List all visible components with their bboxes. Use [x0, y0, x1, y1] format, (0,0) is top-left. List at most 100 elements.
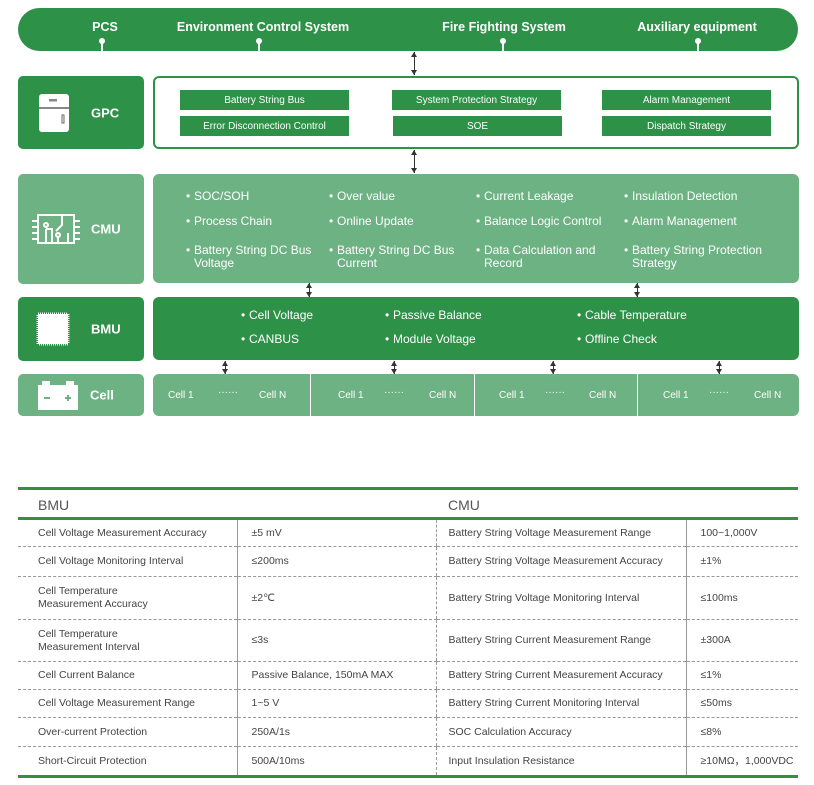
cmu-function: Online Update	[329, 215, 414, 229]
bmu-param: Cell Temperature Measurement Interval	[18, 619, 237, 662]
bmu-param: Cell Voltage Monitoring Interval	[18, 546, 237, 577]
cell-ellipsis: ······	[709, 387, 729, 398]
spec-table: BMU CMU Cell Voltage Measurement Accurac…	[18, 487, 798, 778]
bmu-value: Passive Balance, 150mA MAX	[236, 661, 436, 690]
cmu-table-header: CMU	[436, 487, 798, 520]
cmu-param: Battery String Voltage Measurement Range	[435, 518, 686, 547]
battery-icon	[38, 381, 78, 410]
gpc-function: SOE	[393, 116, 562, 136]
table-row: Cell Current Balance Passive Balance, 150…	[18, 661, 798, 690]
circuit-board-icon	[32, 214, 80, 244]
cmu-value: ±300A	[685, 619, 798, 662]
cmu-function: SOC/SOH	[186, 190, 249, 204]
cmu-param: Battery String Voltage Monitoring Interv…	[435, 576, 686, 620]
cell-first: Cell 1	[338, 390, 364, 401]
cmu-value: ±1%	[685, 546, 798, 577]
cmu-value: ≤50ms	[685, 689, 798, 718]
cell-last: Cell N	[429, 390, 457, 401]
cmu-param: Battery String Current Measurement Range	[435, 619, 686, 662]
bmu-param: Cell Current Balance	[18, 661, 237, 690]
fire-fighting-label: Fire Fighting System	[442, 20, 566, 34]
bmu-function: CANBUS	[241, 333, 299, 347]
cmu-param: Battery String Current Measurement Accur…	[435, 661, 686, 690]
bmu-function: Cell Voltage	[241, 309, 313, 323]
bmu-function: Offline Check	[577, 333, 657, 347]
cmu-function: Battery String DC Bus Current	[329, 244, 464, 270]
cmu-function: Over value	[329, 190, 395, 204]
table-row: Cell Temperature Measurement Accuracy ±2℃…	[18, 576, 798, 620]
cell-ellipsis: ······	[384, 387, 404, 398]
gpc-function: Alarm Management	[602, 90, 771, 110]
gpc-label: GPC	[91, 105, 120, 120]
bmu-function: Cable Temperature	[577, 309, 687, 323]
cell-group: Cell 1 ······ Cell N	[310, 374, 474, 416]
cmu-function: Process Chain	[186, 215, 272, 229]
cell-first: Cell 1	[663, 390, 689, 401]
cmu-function: Insulation Detection	[624, 190, 737, 204]
bmu-value: 250A/1s	[236, 717, 436, 747]
cmu-function: Battery String DC Bus Voltage	[186, 244, 321, 270]
cmu-function: Current Leakage	[476, 190, 573, 204]
table-row: Over-current Protection 250A/1s SOC Calcul…	[18, 717, 798, 747]
chip-icon	[36, 312, 70, 346]
gpc-function: Error Disconnection Control	[180, 116, 349, 136]
cell-label: Cell	[90, 387, 114, 403]
cmu-functions-panel: SOC/SOH Over value Current Leakage Insul…	[153, 174, 799, 283]
cmu-function: Battery String Protection Strategy	[624, 244, 774, 270]
bmu-param: Cell Voltage Measurement Accuracy	[18, 518, 237, 547]
pin-icon	[99, 38, 105, 51]
bidirectional-arrow-icon	[716, 361, 722, 374]
bmu-param: Cell Temperature Measurement Accuracy	[18, 576, 237, 620]
cmu-param: SOC Calculation Accuracy	[435, 717, 686, 747]
cell-group: Cell 1 ······ Cell N	[153, 374, 310, 416]
cmu-block: CMU	[18, 174, 144, 284]
environment-control-label: Environment Control System	[176, 20, 350, 34]
gpc-functions-panel	[153, 76, 799, 149]
cmu-function: Alarm Management	[624, 215, 737, 229]
bmu-value: 500A/10ms	[236, 746, 436, 778]
bmu-value: 1~5 V	[236, 689, 436, 718]
pin-icon	[256, 38, 262, 51]
table-row: Cell Voltage Monitoring Interval ≤200ms Ba…	[18, 546, 798, 577]
cmu-value: 100~1,000V	[685, 518, 798, 547]
external-systems-bar	[18, 8, 798, 51]
cell-block: Cell	[18, 374, 144, 416]
table-row: Short-Circuit Protection 500A/10ms Input I…	[18, 746, 798, 778]
cell-last: Cell N	[589, 390, 617, 401]
cmu-value: ≤8%	[685, 717, 798, 747]
cmu-param: Input Insulation Resistance	[435, 746, 686, 778]
table-row: Cell Voltage Measurement Accuracy ±5 mV Ba…	[18, 518, 798, 547]
cell-first: Cell 1	[168, 390, 194, 401]
bidirectional-arrow-icon	[306, 283, 312, 297]
bidirectional-arrow-icon	[391, 361, 397, 374]
bidirectional-arrow-icon	[411, 150, 417, 173]
cmu-label: CMU	[91, 221, 121, 237]
bmu-value: ≤200ms	[236, 546, 436, 577]
bidirectional-arrow-icon	[411, 52, 417, 75]
bmu-value: ±2℃	[236, 576, 436, 620]
bmu-value: ±5 mV	[236, 518, 436, 547]
cmu-value: ≤100ms	[685, 576, 798, 620]
pcs-label: PCS	[92, 20, 118, 34]
pin-icon	[695, 38, 701, 51]
gpc-function: System Protection Strategy	[392, 90, 561, 110]
table-row: Cell Temperature Measurement Interval ≤3s…	[18, 619, 798, 662]
bmu-param: Over-current Protection	[18, 717, 237, 747]
bmu-label: BMU	[91, 321, 121, 337]
bmu-function: Passive Balance	[385, 309, 482, 323]
pin-icon	[500, 38, 506, 51]
cmu-value: ≥10MΩ，1,000VDC	[685, 746, 798, 778]
cell-last: Cell N	[754, 390, 782, 401]
bmu-table-header: BMU	[18, 487, 436, 520]
cmu-param: Battery String Current Monitoring Interv…	[435, 689, 686, 718]
cell-ellipsis: ······	[218, 387, 238, 398]
table-row: Cell Voltage Measurement Range 1~5 V Batte…	[18, 689, 798, 718]
cmu-function: Data Calculation and Record	[476, 244, 611, 270]
bmu-function: Module Voltage	[385, 333, 476, 347]
bidirectional-arrow-icon	[222, 361, 228, 374]
cell-group: Cell 1 ······ Cell N	[637, 374, 799, 416]
auxiliary-equipment-label: Auxiliary equipment	[637, 20, 757, 34]
cell-group: Cell 1 ······ Cell N	[474, 374, 637, 416]
cmu-param: Battery String Voltage Measurement Accur…	[435, 546, 686, 577]
bidirectional-arrow-icon	[634, 283, 640, 297]
